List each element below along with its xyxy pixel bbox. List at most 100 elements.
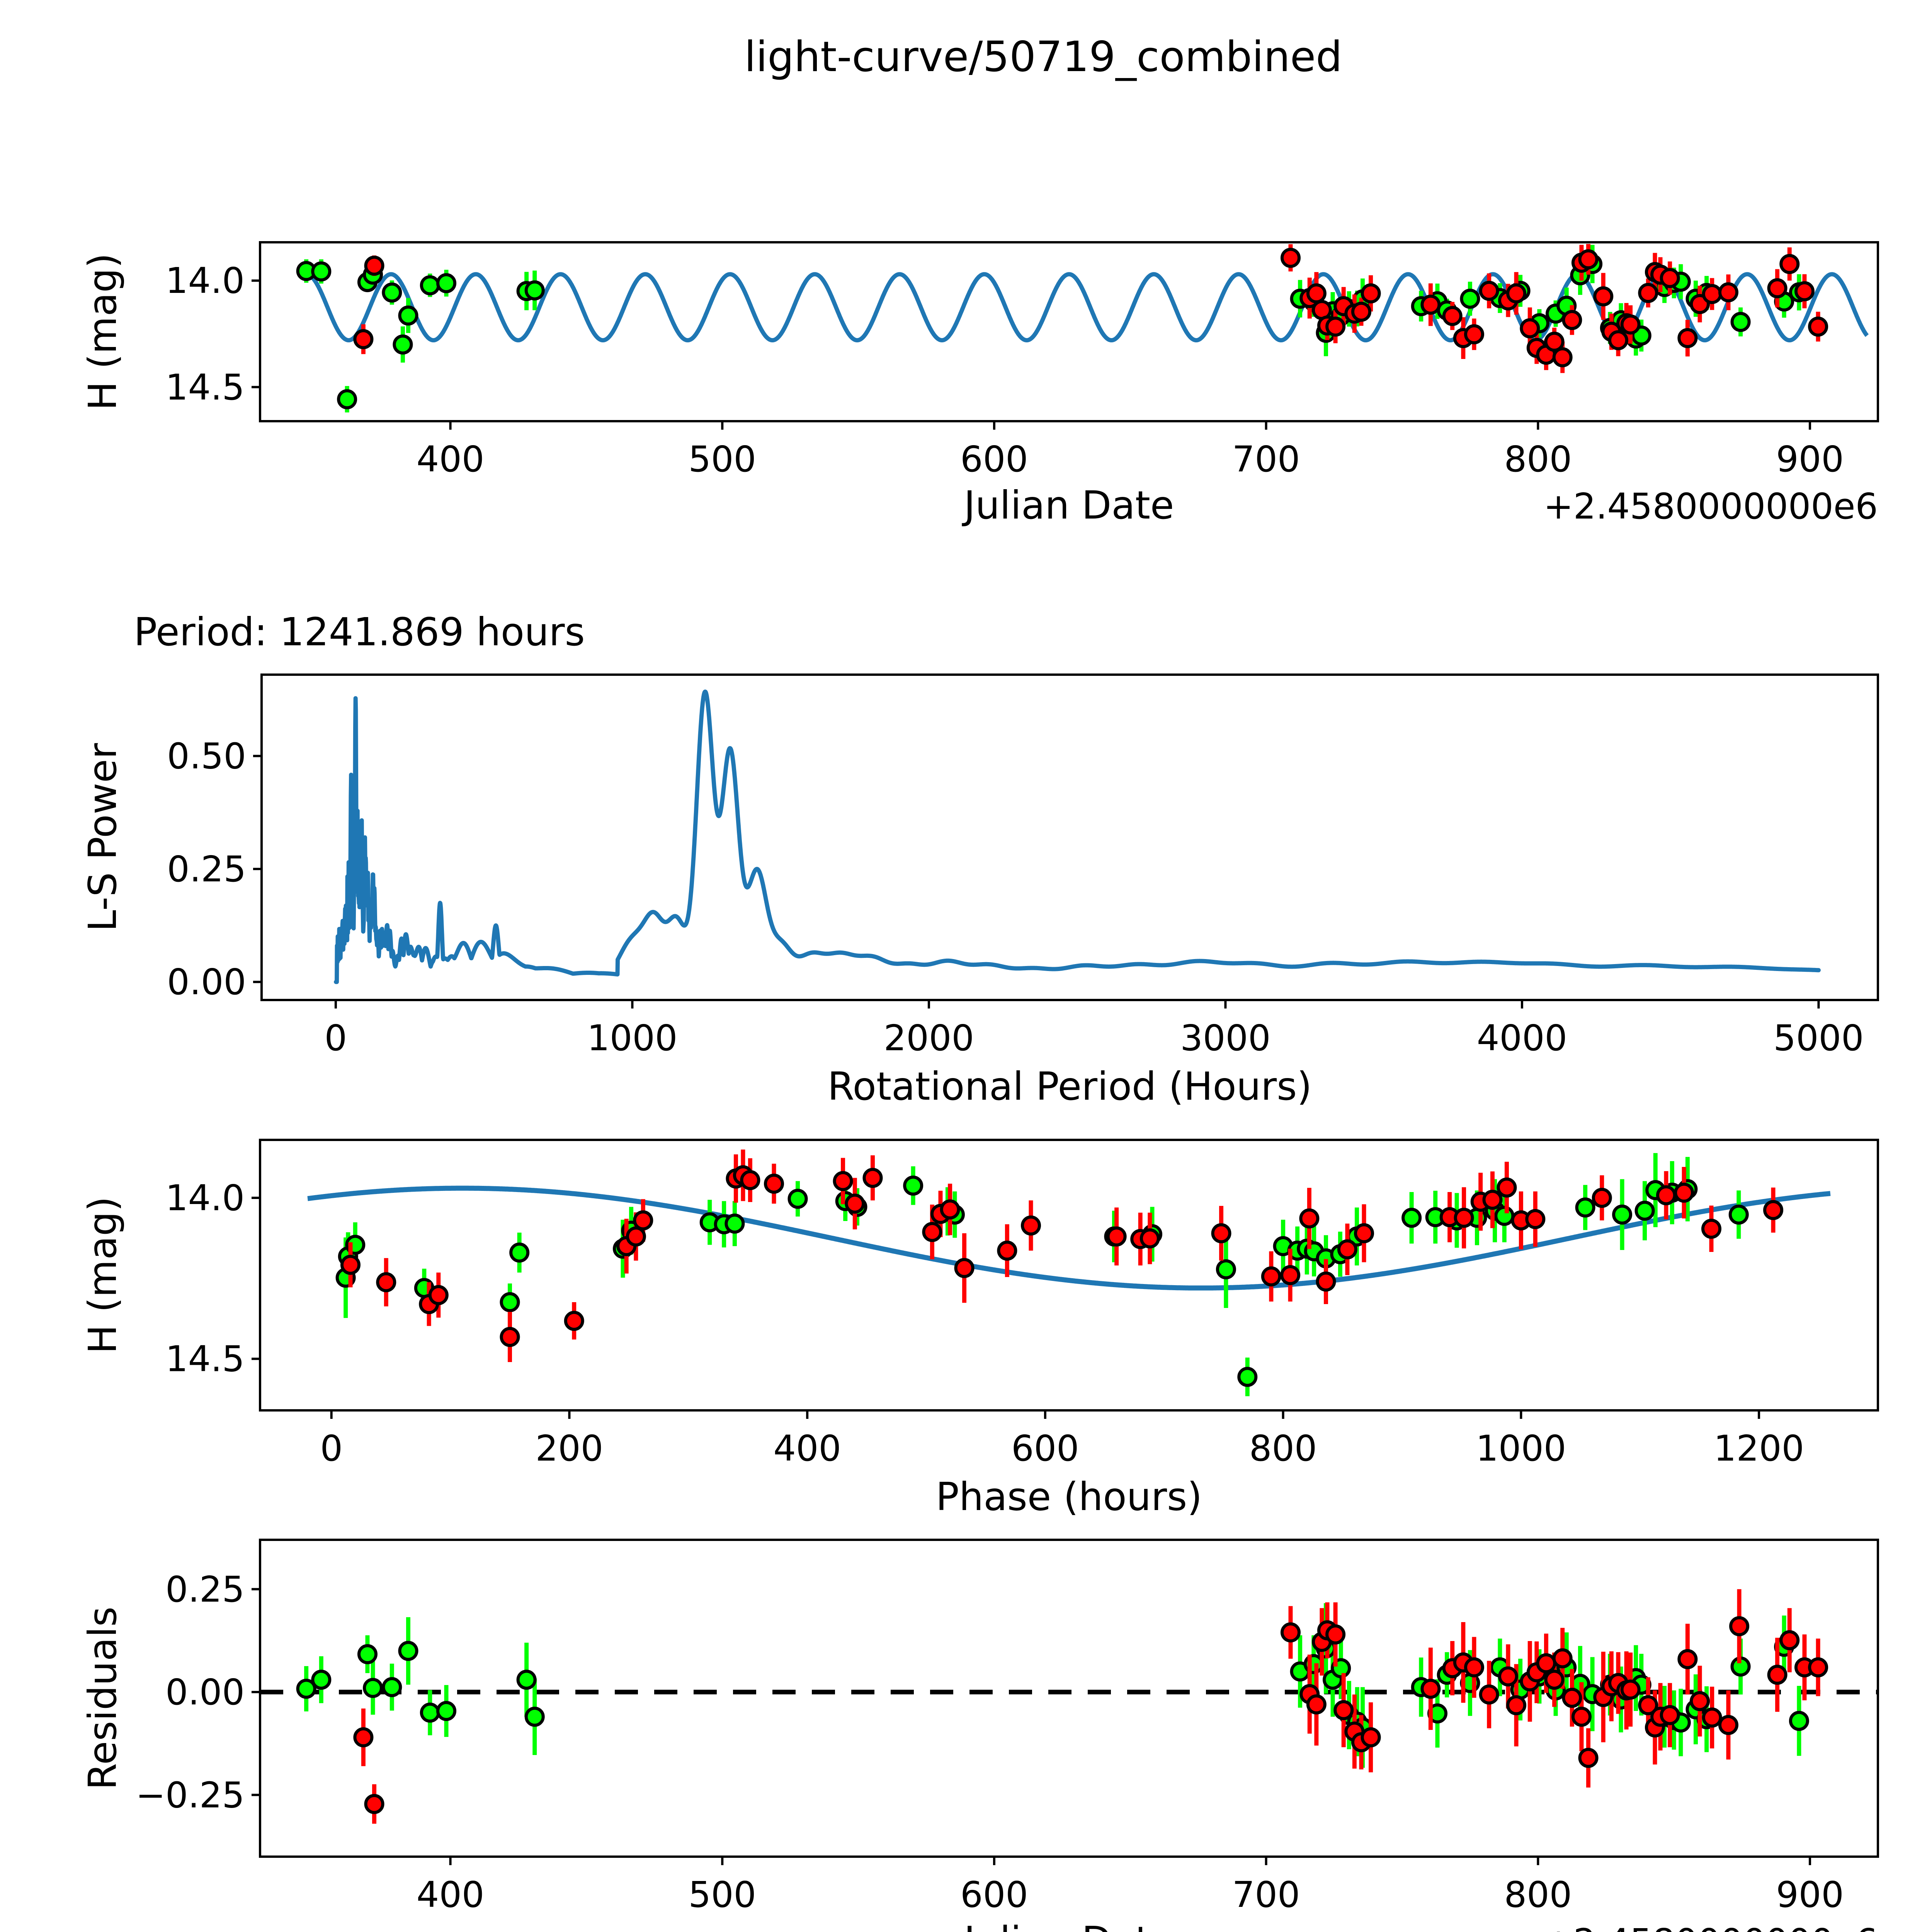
data-point	[516, 1670, 537, 1690]
data-point	[1660, 1705, 1680, 1725]
data-point	[740, 1170, 760, 1190]
data-point	[1544, 332, 1565, 352]
data-point	[633, 1210, 653, 1231]
data-point	[1316, 1271, 1336, 1292]
data-point	[1674, 1182, 1694, 1203]
data-point	[1730, 312, 1751, 332]
data-point	[833, 1171, 853, 1191]
data-point	[787, 1189, 808, 1209]
data-point	[1361, 1727, 1381, 1748]
data-point	[1454, 1208, 1474, 1228]
data-point	[1767, 1665, 1787, 1685]
data-point	[1354, 1223, 1374, 1243]
data-point	[1139, 1228, 1160, 1248]
y-tick-label: 14.0	[165, 260, 245, 301]
data-point	[997, 1240, 1017, 1261]
x-axis-label: Phase (hours)	[936, 1474, 1202, 1519]
data-series-red-band	[353, 1589, 1828, 1824]
data-point	[1638, 1695, 1658, 1716]
data-point	[1701, 1219, 1721, 1239]
data-point	[1420, 1679, 1441, 1699]
data-point	[1281, 248, 1301, 268]
data-point	[940, 1199, 960, 1219]
period-annotation: Period: 1241.869 hours	[134, 609, 585, 655]
data-point	[1808, 1657, 1828, 1678]
x-axis-offset-label: +2.4580000000e6	[1544, 1921, 1878, 1932]
data-point	[1562, 1687, 1582, 1708]
data-point	[1261, 1266, 1281, 1287]
x-tick-label: 2000	[884, 1017, 974, 1059]
data-point	[1552, 347, 1573, 367]
data-point	[1575, 1197, 1595, 1218]
panel-lightcurve-time: 400 500 600 700 800 900 14.5 14.0 Julian Date +2.…	[80, 241, 1879, 528]
data-point	[954, 1258, 975, 1278]
x-tick-label: 500	[688, 1874, 756, 1915]
x-tick-label: 900	[1776, 1874, 1844, 1915]
y-tick-label: 0.25	[165, 1569, 245, 1610]
data-point	[1280, 1265, 1301, 1285]
x-tick-label: 5000	[1773, 1017, 1864, 1059]
data-point	[1578, 249, 1599, 270]
data-point	[357, 1644, 378, 1665]
data-point	[398, 305, 418, 326]
x-tick-label: 600	[1011, 1428, 1079, 1469]
x-axis-label: Rotational Period (Hours)	[828, 1064, 1312, 1109]
data-point	[382, 1677, 402, 1697]
data-point	[1620, 314, 1641, 335]
data-point	[1420, 294, 1441, 315]
data-point	[903, 1175, 923, 1196]
plot-frame	[259, 1539, 1879, 1858]
data-point	[353, 1727, 374, 1748]
data-point	[364, 1794, 384, 1814]
data-point	[382, 282, 402, 303]
data-point	[1677, 328, 1698, 349]
data-point	[353, 329, 374, 349]
data-point	[1520, 318, 1540, 338]
data-point	[500, 1292, 520, 1312]
data-point	[1460, 289, 1480, 309]
axis-ticks: 400 500 600 700 800 900 0.25 0.00 −0.25	[136, 1569, 1844, 1915]
data-point	[1106, 1226, 1127, 1247]
data-series-red-band	[353, 244, 1828, 373]
data-point	[363, 1678, 383, 1698]
data-point	[1779, 254, 1800, 274]
data-point	[1281, 1622, 1301, 1643]
axis-ticks: 0 200 400 600 800 1000 1200 14.5 14.0	[165, 1177, 1804, 1469]
y-tick-label: −0.25	[136, 1774, 245, 1816]
data-point	[393, 334, 413, 355]
data-point	[420, 1702, 440, 1723]
x-tick-label: 1200	[1714, 1428, 1804, 1469]
data-point	[420, 275, 440, 296]
data-point	[1020, 1215, 1041, 1236]
x-tick-label: 600	[960, 1874, 1028, 1915]
x-tick-label: 1000	[587, 1017, 677, 1059]
data-point	[1401, 1208, 1422, 1228]
data-point	[1571, 1706, 1592, 1727]
data-point	[1562, 310, 1582, 330]
data-point	[1763, 1200, 1784, 1220]
data-point	[1702, 1708, 1722, 1728]
data-point	[1593, 286, 1614, 307]
data-point	[1479, 1684, 1499, 1705]
data-point	[1337, 1239, 1357, 1260]
data-point	[1552, 1648, 1573, 1668]
panel-phase-folded: 0 200 400 600 800 1000 1200 14.5 14.0 Phase (hour…	[80, 1139, 1879, 1519]
x-tick-label: 500	[688, 439, 756, 480]
data-point	[724, 1213, 745, 1234]
x-tick-label: 700	[1232, 1874, 1300, 1915]
y-axis-label: H (mag)	[80, 1196, 125, 1354]
data-point	[764, 1173, 784, 1194]
data-point	[1718, 1715, 1738, 1735]
data-point	[1620, 1679, 1641, 1700]
data-point	[1299, 1208, 1320, 1229]
model-curve	[306, 1185, 1832, 1291]
data-point	[1677, 1649, 1698, 1669]
data-point	[376, 1272, 396, 1293]
axis-ticks: 400 500 600 700 800 900 14.5 14.0	[165, 260, 1844, 480]
data-point	[1608, 330, 1628, 350]
data-point	[1525, 1209, 1546, 1229]
data-point	[1612, 1204, 1633, 1225]
data-point	[524, 1706, 545, 1727]
data-point	[311, 261, 332, 282]
